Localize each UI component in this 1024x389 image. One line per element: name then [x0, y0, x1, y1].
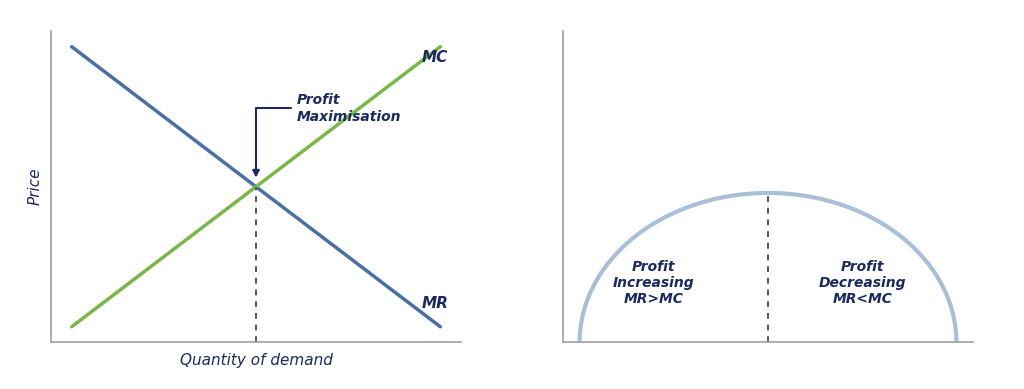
Text: MC: MC: [422, 50, 449, 65]
X-axis label: Quantity of demand: Quantity of demand: [179, 354, 333, 368]
Text: Profit
Increasing
MR>MC: Profit Increasing MR>MC: [612, 260, 694, 307]
Text: Profit
Decreasing
MR<MC: Profit Decreasing MR<MC: [818, 260, 906, 307]
Y-axis label: Price: Price: [28, 168, 43, 205]
Text: Profit
Maximisation: Profit Maximisation: [253, 93, 401, 175]
Text: MR: MR: [422, 296, 449, 311]
